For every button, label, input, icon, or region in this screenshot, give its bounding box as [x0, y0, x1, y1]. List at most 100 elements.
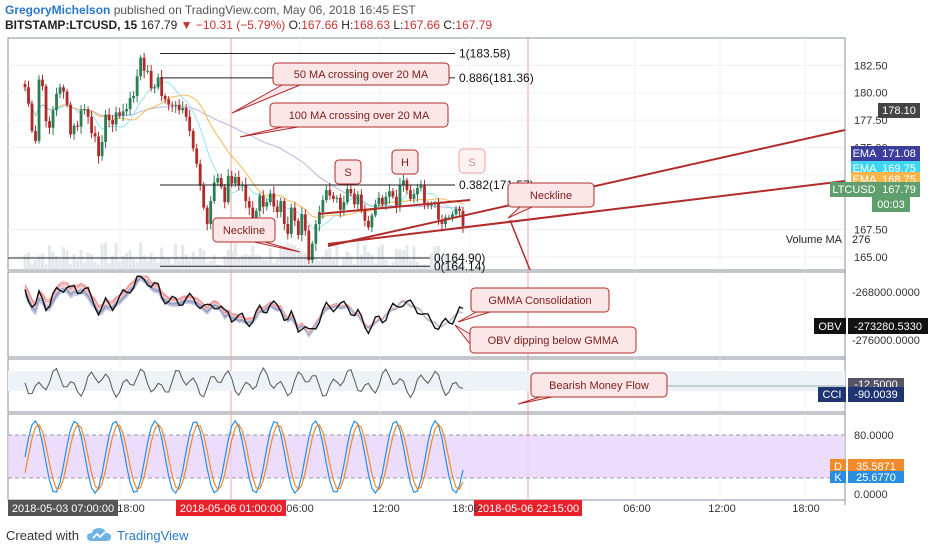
- candle-body: [153, 87, 157, 89]
- annotation-50ma-text: 50 MA crossing over 20 MA: [294, 69, 429, 81]
- obv-value: -273280.5330: [854, 321, 922, 333]
- time-start-label: 2018-05-03 07:00:00: [12, 503, 114, 515]
- candle-body: [254, 210, 258, 218]
- price-tag-timer-bg: [872, 197, 910, 212]
- time-start-bg: [8, 500, 118, 516]
- volume-bar: [62, 247, 66, 270]
- symbol-label[interactable]: BITSTAMP:LTCUSD, 15: [5, 18, 138, 32]
- ohlc-low: 167.66: [403, 18, 441, 32]
- price-tag-value-bg: [878, 182, 920, 197]
- volume-bar: [177, 260, 181, 270]
- candle-body: [444, 217, 447, 225]
- candle-body: [205, 207, 209, 225]
- volume-bar: [419, 265, 423, 270]
- volume-bar: [461, 257, 465, 270]
- candle-body: [149, 70, 153, 89]
- candle-body: [198, 163, 202, 186]
- volume-bar: [198, 247, 202, 270]
- stoch-d-label-bg: [830, 459, 846, 473]
- time-axis-tick: 06:00: [623, 503, 651, 515]
- annotation-gmma-consolidation-text: GMMA Consolidation: [488, 295, 591, 307]
- fib-level-label: 0(164.14): [434, 259, 485, 273]
- volume-bar: [121, 255, 125, 270]
- time-axis-tick: 18:00: [117, 503, 145, 515]
- volume-bar: [398, 249, 402, 270]
- candle-body: [156, 77, 160, 88]
- annotation-head: [391, 149, 419, 175]
- volume-bar: [100, 243, 104, 270]
- ohlc-high: 168.63: [353, 18, 390, 32]
- volume-bar: [34, 260, 38, 270]
- stoch-d-value: 35.5871: [856, 461, 896, 473]
- volume-bar: [300, 250, 304, 270]
- price-axis-tick: 167.50: [854, 225, 888, 237]
- volume-bar: [328, 248, 332, 270]
- candle-body: [412, 194, 416, 199]
- price-tag-value: 171.08: [882, 148, 916, 160]
- time-axis-tick: 06:00: [286, 503, 314, 515]
- annotation-neckline-left: [212, 217, 276, 243]
- volume-bar: [436, 245, 440, 270]
- ma-100-line: [24, 86, 464, 209]
- candle-body: [461, 210, 465, 227]
- volume-bar: [247, 255, 251, 270]
- volume-bar: [457, 264, 461, 270]
- volume-bar: [359, 255, 363, 270]
- candle-body: [310, 243, 314, 261]
- candle-body: [286, 224, 290, 234]
- volume-bar: [104, 242, 108, 270]
- volume-bar: [230, 250, 234, 270]
- annotation-100ma: [269, 102, 449, 128]
- candle-body: [268, 193, 272, 203]
- volume-bar: [114, 243, 118, 270]
- volume-bar: [195, 256, 199, 270]
- ohlc-l-label: L:: [393, 18, 404, 32]
- volume-bar: [254, 255, 258, 270]
- candle-body: [307, 230, 311, 261]
- time-axis-tick: 18:00: [452, 503, 480, 515]
- ohlc-o-label: O:: [288, 18, 302, 32]
- candle-body: [342, 202, 346, 210]
- volume-bar: [387, 265, 391, 270]
- candle-body: [93, 133, 97, 137]
- symbol-line: BITSTAMP:LTCUSD, 15 167.79 ▼ −10.31 (−5.…: [5, 18, 492, 32]
- volume-bar: [275, 259, 279, 270]
- volume-bar: [366, 251, 370, 270]
- candle-body: [219, 178, 223, 187]
- candle-body: [79, 110, 83, 127]
- candle-body: [195, 148, 199, 164]
- candle-body: [321, 199, 325, 212]
- candle-body: [384, 196, 388, 205]
- volume-bar: [265, 260, 269, 270]
- annotation-right-shoulder-text: S: [468, 157, 475, 169]
- volume-bar: [422, 264, 426, 270]
- chart-canvas[interactable]: 182.50180.00177.50175.00172.50167.50165.…: [0, 34, 932, 520]
- volume-bar: [443, 254, 447, 270]
- volume-bar: [377, 246, 381, 270]
- candle-body: [188, 116, 192, 132]
- candle-body: [184, 108, 188, 117]
- annotation-bearish-money-flow-text: Bearish Money Flow: [549, 380, 649, 392]
- candle-body: [86, 109, 90, 117]
- candle-body: [352, 193, 356, 205]
- volume-bar: [401, 250, 405, 270]
- candle-body: [395, 196, 398, 206]
- tradingview-brand-link[interactable]: TradingView: [117, 528, 189, 543]
- candle-body: [65, 91, 69, 105]
- annotation-obv-dipping-text: OBV dipping below GMMA: [488, 335, 619, 347]
- author-link[interactable]: GregoryMichelson: [5, 3, 111, 17]
- cci-line: [24, 366, 464, 399]
- volume-bar: [37, 255, 41, 270]
- candle-body: [331, 195, 335, 199]
- candle-body: [279, 201, 283, 212]
- cci-band: [8, 371, 845, 391]
- volume-bar: [76, 260, 80, 270]
- channel-upper-segment: [317, 199, 471, 215]
- candle-body: [121, 111, 125, 116]
- volume-bar: [51, 251, 55, 270]
- volume-bar: [181, 244, 185, 270]
- candle-body: [90, 116, 93, 134]
- candle-body: [226, 175, 230, 203]
- ma-50-line: [24, 86, 464, 219]
- volume-bar: [156, 262, 160, 270]
